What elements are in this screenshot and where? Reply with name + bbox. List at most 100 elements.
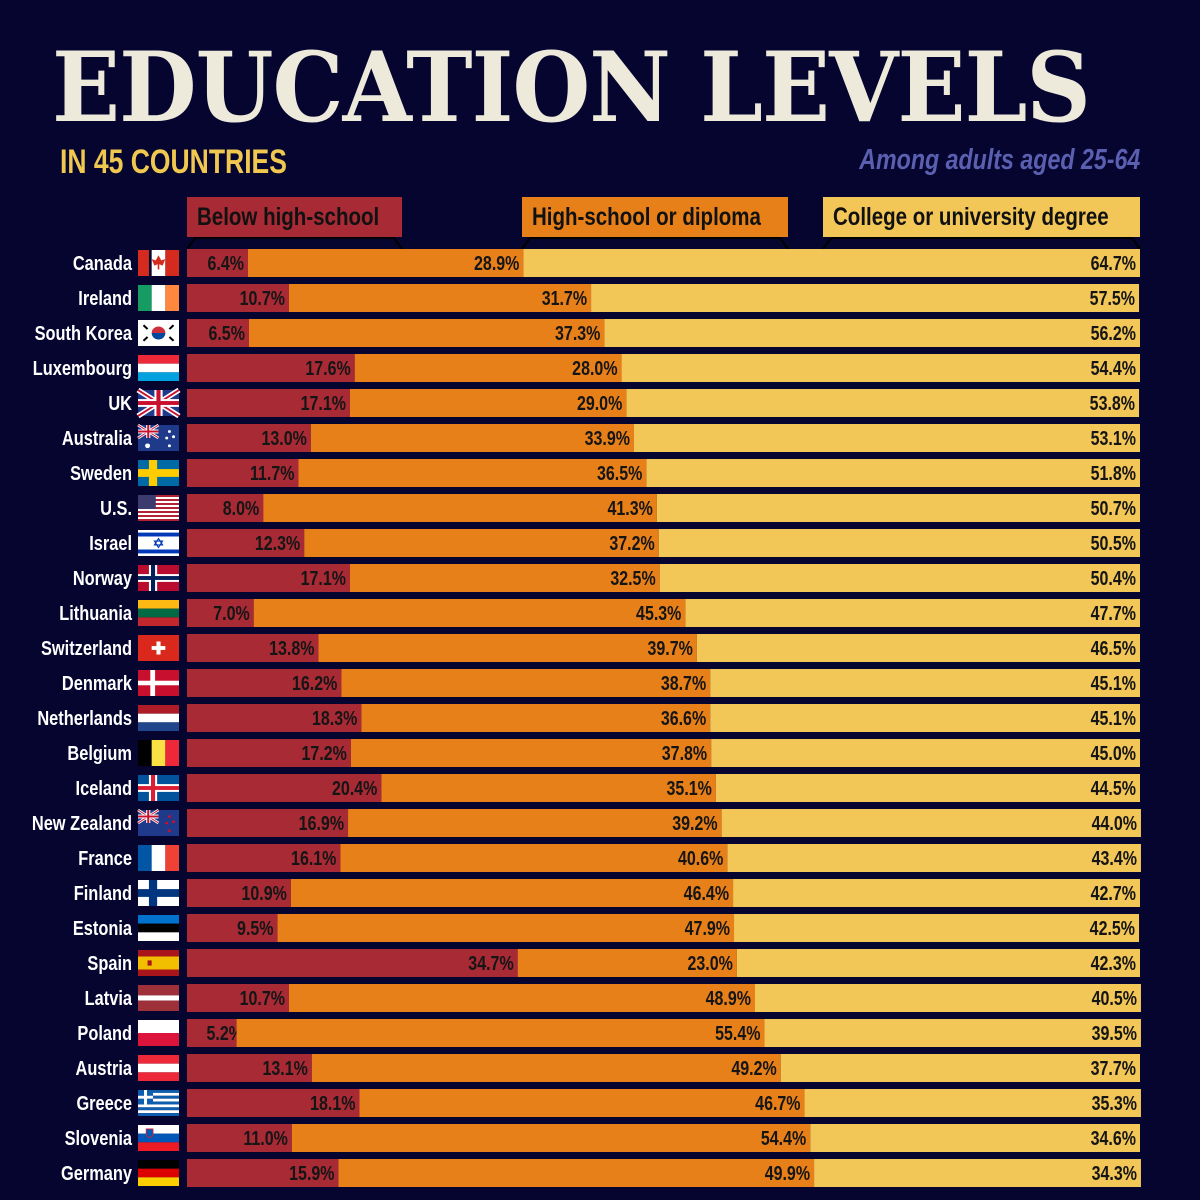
bar-segment-high <box>290 879 734 907</box>
country-label: Poland <box>77 1021 132 1044</box>
value-label-high: 39.2% <box>672 812 717 834</box>
country-label: Spain <box>87 951 132 974</box>
poland-flag-icon <box>138 1020 179 1046</box>
value-label-high: 46.4% <box>684 882 729 904</box>
australia-flag-icon <box>137 423 179 451</box>
bar-segment-college <box>633 424 1140 452</box>
legend-connector <box>822 237 1141 250</box>
country-label: Switzerland <box>41 636 132 659</box>
country-label: Austria <box>76 1056 133 1079</box>
value-label-high: 32.5% <box>610 567 655 589</box>
country-label: U.S. <box>100 496 132 519</box>
us-flag-icon <box>138 495 179 521</box>
value-label-college: 40.5% <box>1092 987 1137 1009</box>
legend-label: High-school or diploma <box>532 203 761 231</box>
value-label-high: 41.3% <box>607 497 652 519</box>
estonia-flag-icon <box>138 915 179 941</box>
bar-segment-below <box>187 564 350 592</box>
value-label-college: 44.5% <box>1091 777 1136 799</box>
value-label-below: 17.6% <box>305 357 350 379</box>
new-zealand-flag-icon <box>137 808 179 836</box>
value-label-below: 15.9% <box>289 1162 334 1184</box>
bar-segment-college <box>659 564 1140 592</box>
value-label-below: 6.4% <box>208 252 244 274</box>
value-label-below: 7.0% <box>213 602 249 624</box>
value-label-college: 45.1% <box>1091 707 1136 729</box>
value-label-high: 33.9% <box>585 427 630 449</box>
bar-segment-high <box>341 669 711 697</box>
bar-segment-high <box>288 284 592 312</box>
country-label: Netherlands <box>37 706 132 729</box>
bar-segment-high <box>349 389 627 417</box>
bar-segment-high <box>354 354 622 382</box>
value-label-below: 13.0% <box>262 427 307 449</box>
value-label-high: 31.7% <box>542 287 587 309</box>
bar-row: Greece 18.1% 46.7% 35.3% <box>76 1089 1141 1117</box>
bar-segment-college <box>696 634 1140 662</box>
country-label: Estonia <box>73 916 133 939</box>
bar-segment-below <box>187 809 349 837</box>
value-label-below: 12.3% <box>255 532 300 554</box>
bar-segment-college <box>685 599 1140 627</box>
value-label-college: 64.7% <box>1091 252 1136 274</box>
value-label-below: 10.7% <box>240 287 285 309</box>
bar-segment-high <box>517 949 737 977</box>
sweden-flag-icon <box>138 460 179 486</box>
value-label-college: 56.2% <box>1091 322 1136 344</box>
bar-segment-below <box>187 494 264 522</box>
value-label-below: 11.0% <box>243 1127 287 1149</box>
value-label-college: 42.5% <box>1090 917 1135 939</box>
bar-segment-high <box>253 599 686 627</box>
country-label: Australia <box>62 426 133 449</box>
uk-flag-icon <box>136 387 181 419</box>
value-label-high: 54.4% <box>761 1127 806 1149</box>
value-label-college: 42.3% <box>1091 952 1136 974</box>
bar-row: Estonia 9.5% 47.9% 42.5% <box>73 914 1140 942</box>
value-label-below: 10.7% <box>240 987 285 1009</box>
bar-segment-below <box>187 669 342 697</box>
bar-segment-college <box>810 1124 1140 1152</box>
bar-row: Poland 5.2% 55.4% 39.5% <box>77 1019 1141 1047</box>
value-label-college: 39.5% <box>1092 1022 1137 1044</box>
value-label-below: 8.0% <box>223 497 259 519</box>
bar-segment-college <box>621 354 1140 382</box>
value-label-college: 51.8% <box>1091 462 1136 484</box>
country-label: South Korea <box>35 321 133 344</box>
legend-connector <box>186 237 403 250</box>
denmark-flag-icon <box>138 670 179 696</box>
bar-segment-high <box>277 914 735 942</box>
value-label-high: 45.3% <box>636 602 681 624</box>
legend-college: College or university degree <box>823 197 1140 237</box>
bar-row: Denmark 16.2% 38.7% 45.1% <box>62 669 1140 697</box>
value-label-college: 47.7% <box>1091 602 1136 624</box>
value-label-high: 49.9% <box>765 1162 810 1184</box>
bar-row: Latvia 10.7% 48.9% 40.5% <box>85 984 1141 1012</box>
bar-segment-below <box>187 1019 237 1047</box>
bar-segment-college <box>764 1019 1141 1047</box>
bar-segment-below <box>187 284 289 312</box>
country-label: Sweden <box>70 461 132 484</box>
value-label-college: 46.5% <box>1091 637 1136 659</box>
value-label-college: 35.3% <box>1092 1092 1137 1114</box>
value-label-college: 57.5% <box>1090 287 1135 309</box>
bar-segment-college <box>523 249 1140 277</box>
value-label-college: 54.4% <box>1091 357 1136 379</box>
bar-segment-college <box>734 914 1140 942</box>
value-label-college: 34.3% <box>1092 1162 1137 1184</box>
value-label-high: 37.2% <box>609 532 654 554</box>
bar-row: UK 17.1% 29.0% 53.8% <box>108 387 1140 419</box>
bar-row: Israel 12.3% 37.2% 50.5% <box>89 529 1140 557</box>
canada-flag-icon <box>138 250 179 276</box>
bar-segment-high <box>349 564 660 592</box>
finland-flag-icon <box>138 880 179 906</box>
value-label-high: 48.9% <box>706 987 751 1009</box>
bar-row: Germany 15.9% 49.9% 34.3% <box>61 1159 1141 1187</box>
value-label-below: 16.1% <box>291 847 336 869</box>
israel-flag-icon <box>138 530 179 556</box>
value-label-high: 38.7% <box>661 672 706 694</box>
bar-segment-high <box>247 249 524 277</box>
value-label-high: 36.5% <box>597 462 642 484</box>
bar-segment-below <box>187 1124 292 1152</box>
bar-segment-high <box>348 809 722 837</box>
